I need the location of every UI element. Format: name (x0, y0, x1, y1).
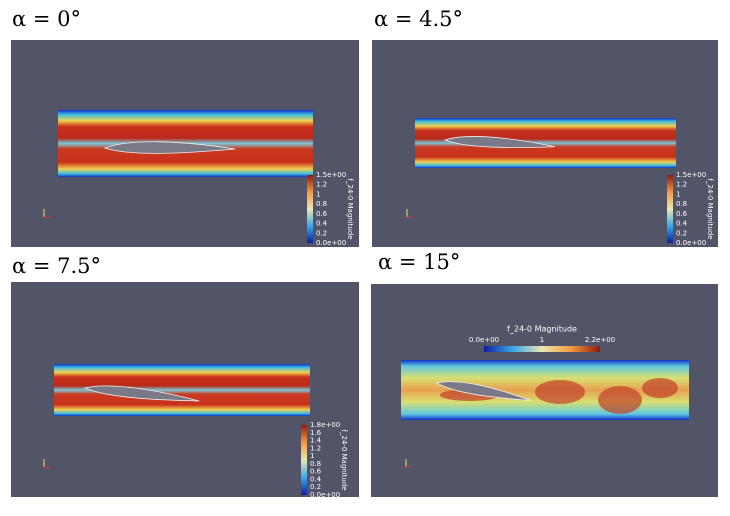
colorbar-tick: 1.5e+00 (316, 171, 346, 179)
colorbar (484, 346, 600, 352)
colorbar-label: f_24-0 Magnitude (706, 178, 714, 239)
colorbar-tick: 0.0e+00 (676, 239, 706, 247)
colorbar-tick: 1.6 (310, 429, 322, 437)
colorbar-tick: 0.6 (676, 210, 688, 218)
panels: α = 0°1.5e+001.210.80.60.40.20.0e+00f_24… (11, 7, 718, 499)
colorbar-tick: 0.8 (316, 200, 327, 208)
colorbar-tick: 1.2 (676, 181, 687, 189)
colorbar-tick: 0.0e+00 (469, 336, 499, 344)
panel: α = 0° 1.5e+00 1.21 0.8 0.6 0.40.2 0.0e+00f_24… (11, 7, 359, 247)
colorbar-label: f_24-0 Magnitude (507, 325, 577, 334)
panel-title: α = 4.5° (374, 7, 463, 31)
airfoil (443, 136, 555, 148)
colorbar-tick: 0.2 (676, 229, 687, 237)
colorbar-label: f_24-0 Magnitude (346, 178, 354, 239)
colorbar-tick: 1.2 (310, 444, 321, 452)
colorbar-tick: 1 (676, 190, 680, 198)
colorbar-tick: 0.6 (310, 468, 322, 476)
colorbar-label: f_24-0 Magnitude (340, 429, 348, 490)
colorbar-tick: 0.2 (310, 483, 321, 491)
colorbar-tick: 1.5e+00 (676, 171, 706, 179)
colorbar-tick: 2.2e+00 (585, 336, 615, 344)
airfoil (83, 385, 200, 402)
colorbar-tick: 0.0e+00 (316, 239, 346, 247)
colorbar-tick: 0.0e+00 (310, 491, 340, 499)
colorbar-tick: 1 (310, 452, 314, 460)
colorbar-tick: 0.6 (316, 210, 328, 218)
panel-title: α = 15° (378, 250, 460, 274)
panel: α = 4.5° 1.5e+00 1.21 0.8 0.6 0.40.2 0.0e+00f_… (372, 7, 718, 247)
panel-title: α = 0° (12, 7, 81, 31)
colorbar-tick: 0.4 (676, 220, 688, 228)
colorbar-tick: 0.8 (310, 460, 321, 468)
colorbar-tick: 1.4 (310, 437, 322, 445)
colorbar (301, 425, 307, 495)
colorbar-tick: 1 (540, 336, 544, 344)
colorbar (307, 175, 313, 243)
vortex (535, 380, 585, 404)
panel: α = 15° 0.0e+00 1 2.2e+00 f_24-0 Magnitude (371, 250, 718, 497)
colorbar-tick: 1 (316, 190, 320, 198)
panel: α = 7.5° 1.8e+001.61.41.210.80.60.40.20.0… (11, 254, 359, 499)
colorbar-tick: 0.4 (316, 220, 328, 228)
vortex (642, 378, 678, 398)
panel-title: α = 7.5° (12, 254, 101, 278)
colorbar-tick: 0.2 (316, 229, 327, 237)
colorbar-tick: 1.8e+00 (310, 421, 340, 429)
vortex (598, 386, 642, 414)
colorbar-tick: 0.8 (676, 200, 687, 208)
colorbar-tick: 1.2 (316, 181, 327, 189)
airfoil (435, 381, 531, 401)
colorbar-tick: 0.4 (310, 475, 322, 483)
airfoil (103, 141, 236, 154)
colorbar (667, 175, 673, 243)
